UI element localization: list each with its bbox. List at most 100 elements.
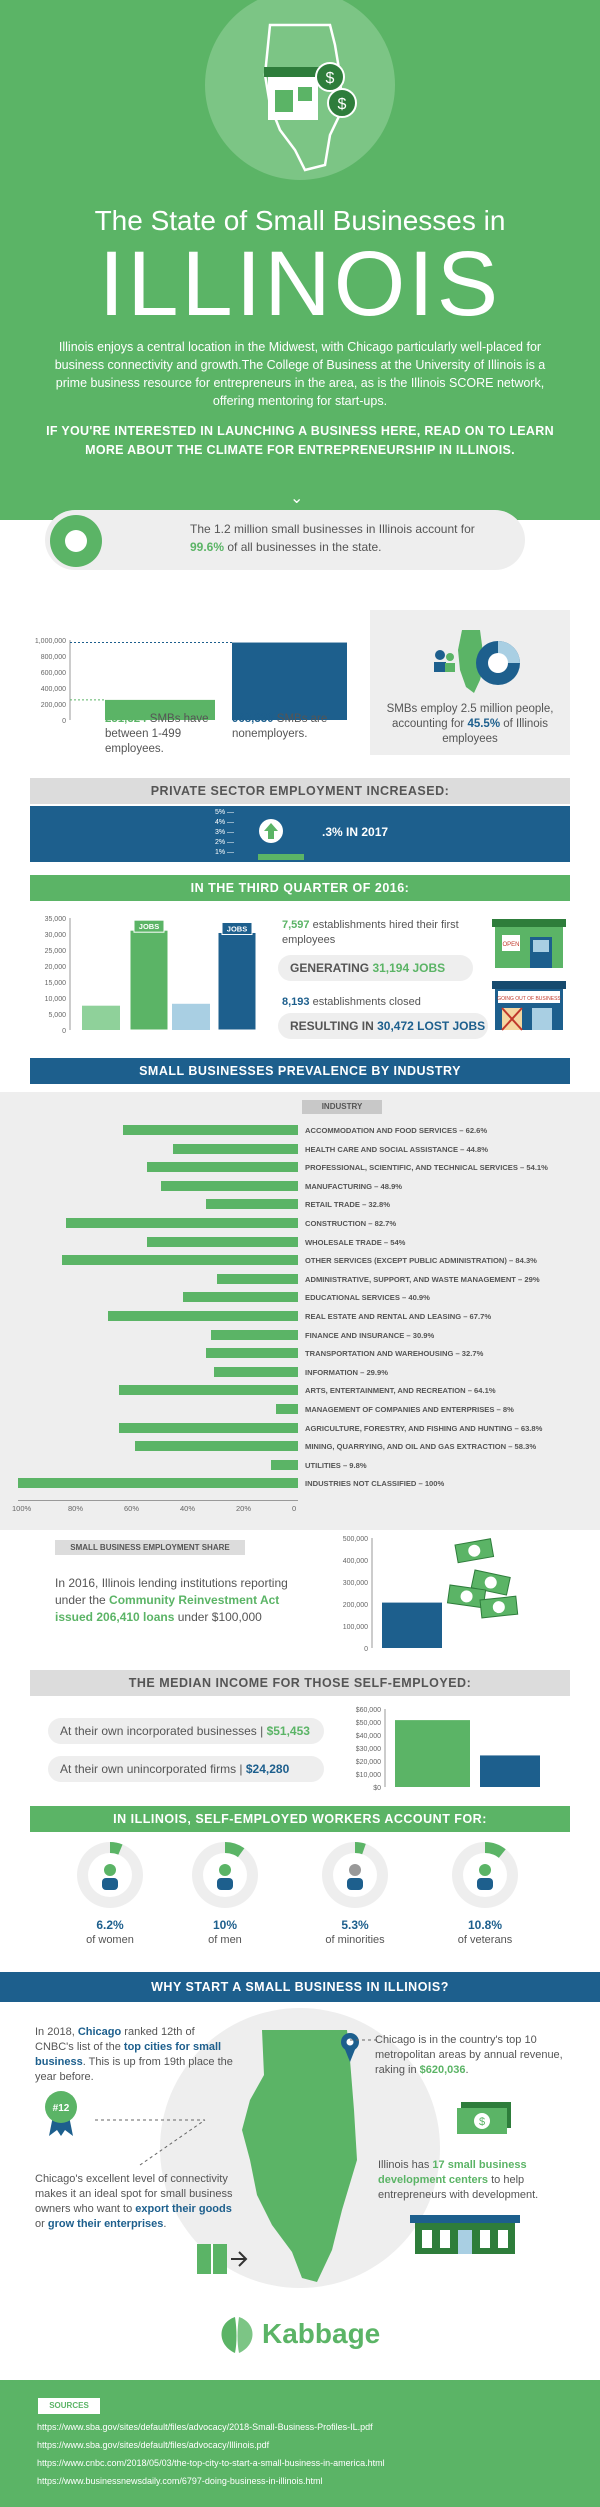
y-tick-label: 400,000 [343, 1558, 368, 1565]
industry-bar [118, 1385, 298, 1396]
closed-text: 8,193 establishments closed [282, 995, 482, 1010]
right-bar-caption: 968,330 SMBs are nonemployers. [232, 712, 347, 742]
closed-desc: establishments closed [309, 996, 421, 1008]
industry-header: INDUSTRY [302, 1100, 382, 1114]
source-link-4[interactable]: https://www.businessnewsdaily.com/6797-d… [37, 2476, 323, 2486]
industry-bar [146, 1162, 298, 1173]
chevron-down-icon: ⌄ [290, 490, 304, 507]
industry-label: UTILITIES – 9.8% [305, 1460, 367, 1470]
industry-bar [122, 1125, 298, 1135]
kabbage-leaf-icon [221, 2317, 253, 2353]
source-link-2[interactable]: https://www.sba.gov/sites/default/files/… [37, 2440, 270, 2450]
quarter-bar [129, 929, 169, 1031]
industry-label: ARTS, ENTERTAINMENT, AND RECREATION – 64… [305, 1386, 496, 1396]
x-tick-label: 40% [180, 1504, 196, 1513]
employ-text: SMBs employ 2.5 million people, accounti… [380, 702, 560, 747]
jobs-tag-label: JOBS [227, 924, 247, 933]
private-sector-title: PRIVATE SECTOR EMPLOYMENT INCREASED: [30, 778, 570, 804]
person-body-icon [217, 1878, 233, 1890]
metro-text: Chicago is in the country's top 10 metro… [375, 2033, 565, 2078]
quarter-bar [172, 1003, 210, 1030]
industry-bar [134, 1441, 298, 1452]
industry-bar [211, 1329, 298, 1340]
y-tick-label: 200,000 [41, 702, 66, 709]
self-employed-title: IN ILLINOIS, SELF-EMPLOYED WORKERS ACCOU… [30, 1806, 570, 1832]
lending-section: SMALL BUSINESS EMPLOYMENT SHARE In 2016,… [0, 1530, 600, 1670]
right-num: 968,330 [232, 713, 274, 725]
industry-bar [206, 1348, 298, 1359]
y-tick-label: 200,000 [343, 1602, 368, 1609]
conn-bold-1: export their goods [135, 2203, 232, 2215]
uninc-value: $24,280 [245, 1762, 290, 1776]
income-title: THE MEDIAN INCOME FOR THOSE SELF-EMPLOYE… [30, 1670, 570, 1696]
cnbc-city: Chicago [77, 2026, 122, 2038]
incorporated-pill: At their own incorporated businesses | $… [48, 1718, 324, 1744]
industry-label: REAL ESTATE AND RENTAL AND LEASING – 67.… [305, 1312, 492, 1321]
cnbc-text: In 2018, Chicago ranked 12th of CNBC's l… [35, 2025, 235, 2085]
industry-bar [18, 1478, 298, 1489]
intro-paragraph: Illinois enjoys a central location in th… [54, 340, 546, 408]
title-line-1: The State of Small Businesses in [94, 205, 506, 236]
cta-text: IF YOU'RE INTERESTED IN LAUNCHING A BUSI… [46, 424, 554, 457]
employee-bar [232, 642, 347, 720]
connector-lines [95, 2039, 380, 2166]
self-employed-label: of veterans [457, 1934, 513, 1946]
person-head-icon [479, 1864, 491, 1876]
x-tick-label: 100% [12, 1504, 32, 1513]
sbdc-post: to help entrepreneurs with development. [378, 2174, 539, 2201]
closed-num: 8,193 [282, 996, 310, 1008]
left-text: SMBs have between 1-499 employees. [105, 713, 209, 755]
y-tick-label: 1,000,000 [35, 638, 66, 645]
industry-label: EDUCATIONAL SERVICES – 40.9% [305, 1293, 430, 1303]
cnbc-post: . This is up from 19th place the year be… [35, 2056, 233, 2083]
lending-bold: Community Reinvestment Act issued 206,41… [55, 1593, 280, 1624]
industry-bar [146, 1236, 298, 1247]
bill-center [468, 1544, 481, 1557]
left-bar-caption: 251,324 SMBs have between 1-499 employee… [105, 712, 215, 757]
title-line-2: ILLINOIS [98, 233, 502, 335]
source-link-3[interactable]: https://www.cnbc.com/2018/05/03/the-top-… [37, 2458, 385, 2468]
industry-bar [270, 1459, 298, 1470]
conn-mid: or [35, 2218, 48, 2230]
unincorporated-pill: At their own unincorporated firms | $24,… [48, 1756, 324, 1782]
y-tick-label: 0 [62, 1028, 66, 1035]
metro-post: . [465, 2064, 469, 2076]
svg-text:$: $ [479, 2116, 485, 2128]
employ-pre: SMBs employ 2.5 million people, accounti… [386, 703, 554, 730]
illinois-shop-icon: $ $ [263, 23, 357, 172]
industry-label: WHOLESALE TRADE – 54% [305, 1237, 406, 1247]
employees-chart-section: 1,000,000 800,000 600,000 400,000 200,000 0 2… [0, 610, 600, 760]
employee-bar [105, 699, 215, 720]
private-sector-bar [258, 854, 304, 860]
share-text-post: of all businesses in the state. [224, 540, 382, 554]
self-employed-donut [322, 1842, 388, 1908]
industry-bar [108, 1311, 298, 1321]
industry-label: OTHER SERVICES (EXCEPT PUBLIC ADMINISTRA… [305, 1256, 537, 1266]
self-employed-pct: 10% [212, 1918, 238, 1932]
industry-label: RETAIL TRADE – 32.8% [305, 1200, 390, 1210]
donut-icon [50, 515, 102, 567]
self-employed-label: of minorities [325, 1934, 385, 1946]
x-tick-label: 80% [68, 1504, 84, 1513]
source-link-1[interactable]: https://www.sba.gov/sites/default/files/… [37, 2422, 373, 2432]
industry-label: MANAGEMENT OF COMPANIES AND ENTERPRISES … [305, 1405, 514, 1414]
hired-desc: establishments hired their first employe… [282, 919, 459, 946]
sbdc-pre: Illinois has [378, 2159, 433, 2171]
right-text: SMBs are nonemployers. [232, 713, 328, 740]
industry-label: INFORMATION – 29.9% [305, 1367, 388, 1377]
export-box-icon [197, 2244, 248, 2274]
industry-bar [66, 1218, 298, 1228]
money-bill-icon [479, 1595, 519, 1619]
self-employed-pct: 6.2% [96, 1918, 124, 1932]
industry-label: HEALTH CARE AND SOCIAL ASSISTANCE – 44.8… [305, 1144, 488, 1154]
industry-label: ACCOMMODATION AND FOOD SERVICES – 62.6% [305, 1126, 488, 1135]
person-body-icon [347, 1878, 363, 1890]
person-body-icon [102, 1878, 118, 1890]
y-tick-label: 35,000 [45, 916, 67, 923]
uninc-label: At their own unincorporated firms | [60, 1762, 246, 1776]
sbdc-text: Illinois has 17 small business developme… [378, 2158, 563, 2203]
sbdc-bold: 17 small business development centers [378, 2159, 527, 2186]
industry-bar [172, 1143, 298, 1154]
svg-text:$: $ [338, 96, 347, 113]
industry-title: SMALL BUSINESSES PREVALENCE BY INDUSTRY [30, 1058, 570, 1084]
